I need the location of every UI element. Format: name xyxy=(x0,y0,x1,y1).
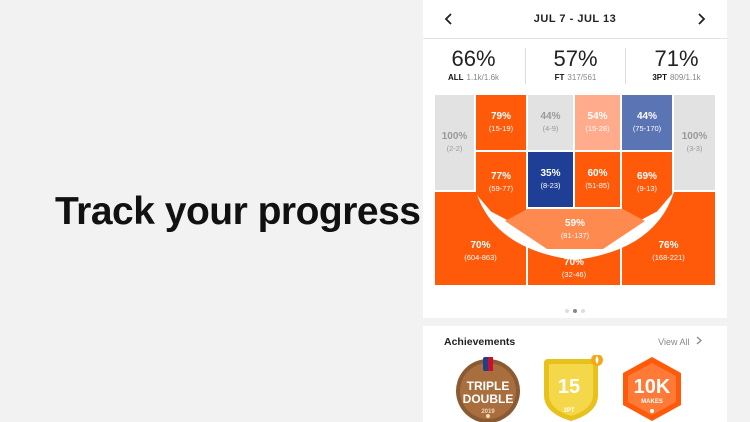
zone-left-elbow-top[interactable]: 79% (15-19) xyxy=(476,95,526,150)
zone-pct: 77% xyxy=(490,170,511,182)
zone-ratio: (59-77) xyxy=(488,183,514,193)
stat-3pt-label: 3PT xyxy=(652,73,667,82)
achievements-title: Achievements xyxy=(444,336,516,348)
stat-3pt-pct: 71% xyxy=(654,46,699,71)
stat-all-detail: 1.1k/1.6k xyxy=(466,73,500,82)
badge-year: 2019 xyxy=(481,409,495,415)
zone-paint-right-low[interactable]: 60% (51-85) xyxy=(575,152,620,207)
app-screen: JUL 7 - JUL 13 66% ALL 1.1k/1.6k 57% FT 31… xyxy=(423,0,727,422)
chevron-left-icon[interactable] xyxy=(441,11,457,27)
chevron-right-icon[interactable] xyxy=(693,11,709,27)
zone-pct: 70% xyxy=(563,256,584,268)
view-all-label: View All xyxy=(658,337,690,347)
zone-ratio: (81-137) xyxy=(560,230,590,240)
badge-10k-shape xyxy=(623,357,681,421)
stat-ft: 57% FT 317/561 xyxy=(525,38,626,90)
stat-all-pct: 66% xyxy=(451,46,496,71)
badge-3pt-streak[interactable]: 15 3PT xyxy=(540,355,606,422)
page-dot-active[interactable] xyxy=(573,309,577,313)
zone-pct: 70% xyxy=(470,240,491,251)
zone-ratio: (604-863) xyxy=(464,253,497,262)
date-range: JUL 7 - JUL 13 xyxy=(533,13,617,25)
zone-pct: 69% xyxy=(636,170,657,182)
zone-pct: 44% xyxy=(540,111,561,122)
badge-line2: DOUBLE xyxy=(462,392,514,406)
zone-pct: 76% xyxy=(658,240,679,251)
badge-triple-double[interactable]: TRIPLE DOUBLE 2019 xyxy=(455,355,521,422)
zone-ratio: (51-85) xyxy=(585,181,610,190)
date-navigation: JUL 7 - JUL 13 xyxy=(423,0,727,39)
page-dot[interactable] xyxy=(581,309,585,313)
stat-3pt: 71% 3PT 809/1.1k xyxy=(626,38,727,90)
badge-value: 15 xyxy=(557,376,581,398)
zone-paint-left-top[interactable]: 44% (4-9) xyxy=(528,95,573,150)
zone-ratio: (4-9) xyxy=(542,124,559,133)
zone-ratio: (2-2) xyxy=(446,144,463,153)
zone-ratio: (3-3) xyxy=(686,144,703,153)
zone-ratio: (15-19) xyxy=(488,124,514,133)
flame-icon xyxy=(595,356,599,364)
divider xyxy=(625,48,626,84)
zone-pct: 59% xyxy=(564,217,585,229)
stat-3pt-detail: 809/1.1k xyxy=(669,73,701,82)
badge-10k-makes[interactable]: 10K MAKES xyxy=(619,355,685,422)
divider xyxy=(525,48,526,84)
zone-pct: 54% xyxy=(587,111,608,122)
stat-all-label: ALL xyxy=(447,73,464,82)
zone-top-three-label: 70% (32-46) xyxy=(528,255,620,281)
stat-ft-label: FT xyxy=(554,73,565,82)
chevron-right-icon xyxy=(696,336,702,345)
view-all-link[interactable]: View All xyxy=(658,336,703,347)
stat-all: 66% ALL 1.1k/1.6k xyxy=(423,38,524,90)
zone-pct: 44% xyxy=(636,111,657,122)
zone-pct: 35% xyxy=(540,168,561,179)
stat-ft-detail: 317/561 xyxy=(567,73,597,82)
zone-paint-right-top[interactable]: 54% (15-28) xyxy=(575,95,620,150)
zone-right-corner[interactable]: 100% (3-3) xyxy=(674,95,715,190)
zone-left-corner[interactable]: 100% (2-2) xyxy=(435,95,474,190)
badge-line1: TRIPLE xyxy=(466,379,510,393)
badge-label: MAKES xyxy=(641,399,663,405)
headline: Track your progress xyxy=(55,190,421,233)
zone-paint-left-low[interactable]: 35% (8-23) xyxy=(528,152,573,207)
section-separator xyxy=(423,318,727,326)
zone-ratio: (15-28) xyxy=(585,124,610,133)
zone-ratio: (168-221) xyxy=(652,253,685,262)
page-dot[interactable] xyxy=(565,309,569,313)
zone-pct: 60% xyxy=(587,168,608,179)
page-indicator xyxy=(423,300,727,318)
zone-left-three[interactable]: 70% (604-863) xyxy=(435,192,526,285)
zone-pct: 100% xyxy=(441,131,468,142)
zone-pct: 79% xyxy=(490,111,511,122)
badge-value: 10K xyxy=(633,376,671,398)
zone-pct: 100% xyxy=(681,131,708,142)
zone-ratio: (9-13) xyxy=(636,183,657,193)
shot-chart: 100% (2-2) 79% (15-19) 44% (4-9) 54% (15… xyxy=(435,95,715,285)
shooting-summary: 66% ALL 1.1k/1.6k 57% FT 317/561 71% 3PT 80… xyxy=(423,38,727,90)
badge-3pt-shape xyxy=(544,355,603,421)
zone-ratio: (32-46) xyxy=(561,269,587,279)
zone-ratio: (8-23) xyxy=(540,181,561,190)
badge-label: 3PT xyxy=(563,408,575,414)
badge-triple-double-shape xyxy=(456,357,520,422)
zone-ratio: (75-170) xyxy=(632,124,662,133)
stat-ft-pct: 57% xyxy=(553,46,598,71)
zone-right-elbow-top[interactable]: 44% (75-170) xyxy=(622,95,672,150)
